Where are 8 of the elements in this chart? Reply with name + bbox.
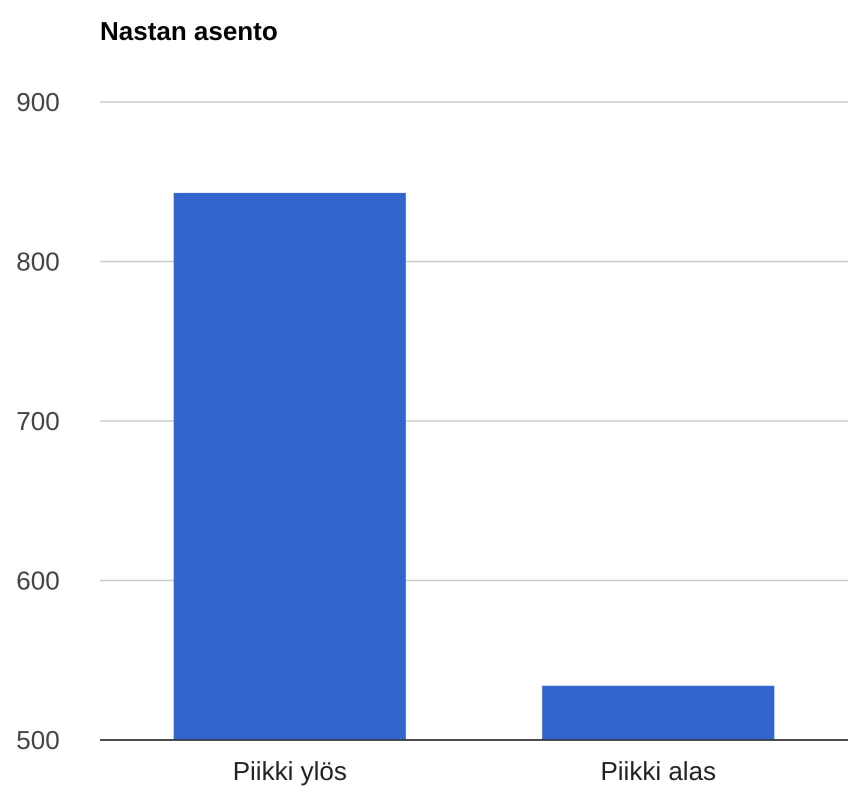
y-tick-label: 700 <box>16 406 60 436</box>
x-tick-label: Piikki alas <box>600 756 716 786</box>
y-tick-label: 800 <box>16 246 60 277</box>
x-tick-label: Piikki ylös <box>232 756 347 786</box>
y-tick-label: 900 <box>16 87 60 118</box>
y-tick-label: 600 <box>16 566 60 596</box>
y-tick-label: 500 <box>16 725 60 756</box>
chart-title: Nastan asento <box>100 16 278 46</box>
